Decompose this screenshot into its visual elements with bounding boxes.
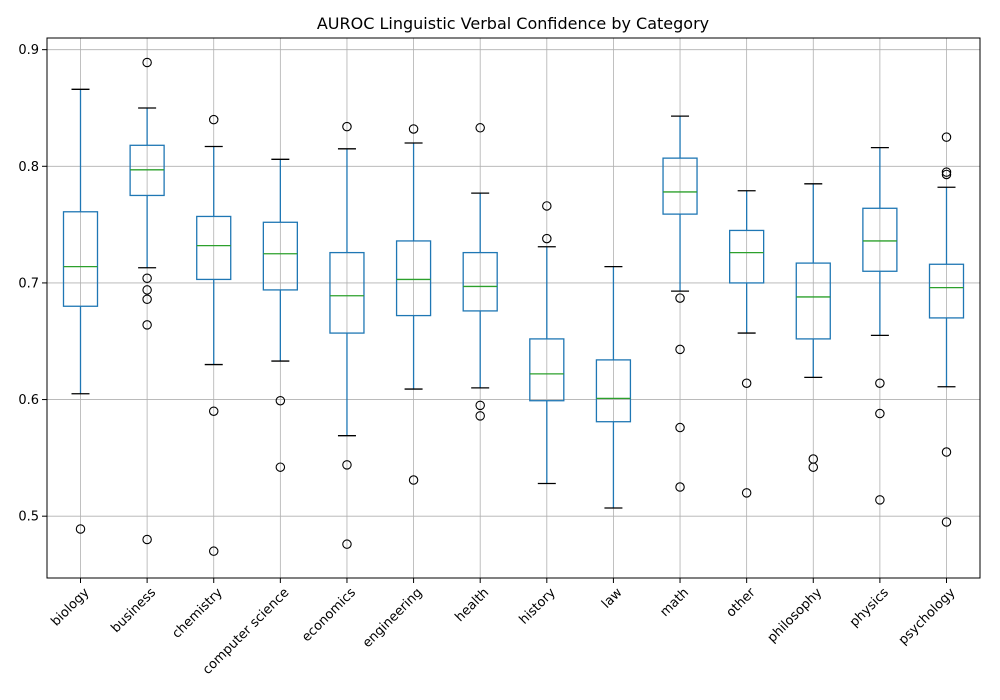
x-tick-label: math xyxy=(657,585,692,620)
iqr-box xyxy=(595,359,632,423)
outlier-point xyxy=(275,395,286,406)
box-group xyxy=(595,265,632,509)
outlier-point xyxy=(475,123,485,133)
y-tick-label: 0.7 xyxy=(18,276,39,291)
outlier-point xyxy=(675,482,685,492)
outlier-point xyxy=(208,406,219,416)
outlier-point xyxy=(675,293,685,303)
box-group xyxy=(795,183,831,472)
outlier-point xyxy=(941,132,952,142)
iqr-box xyxy=(529,338,565,402)
outlier-point xyxy=(875,495,885,505)
iqr-box xyxy=(62,211,99,307)
box-group xyxy=(529,201,565,485)
iqr-box xyxy=(196,215,232,281)
box-group xyxy=(462,123,498,421)
outlier-point xyxy=(275,462,286,472)
iqr-box xyxy=(795,262,831,340)
outlier-point xyxy=(208,114,219,125)
outlier-point xyxy=(142,294,152,305)
outlier-point xyxy=(142,273,152,284)
y-tick-label: 0.9 xyxy=(18,43,39,58)
y-tick-label: 0.8 xyxy=(18,160,39,175)
outlier-point xyxy=(542,201,552,211)
outlier-point xyxy=(475,400,485,411)
outlier-point xyxy=(808,462,819,472)
outlier-point xyxy=(342,121,352,132)
iqr-box xyxy=(729,229,765,284)
outlier-point xyxy=(342,460,352,470)
y-tick-label: 0.6 xyxy=(18,393,39,408)
outlier-point xyxy=(741,488,752,498)
grid-layer xyxy=(47,38,980,578)
outlier-point xyxy=(875,378,885,388)
x-tick-label: philosophy xyxy=(765,585,826,646)
box-group xyxy=(329,121,365,549)
box-group xyxy=(862,146,898,505)
box-layer xyxy=(62,57,965,556)
outlier-point xyxy=(342,539,352,549)
outlier-point xyxy=(408,124,419,134)
x-tick-label: other xyxy=(724,585,760,621)
x-tick-label: physics xyxy=(847,585,892,630)
x-tick-label: economics xyxy=(299,585,359,645)
iqr-box xyxy=(462,251,498,312)
x-tick-label: chemistry xyxy=(169,585,225,641)
box-group xyxy=(129,57,165,545)
y-tick-label: 0.5 xyxy=(18,510,39,525)
iqr-box xyxy=(262,221,298,291)
x-tick-label: biology xyxy=(48,585,92,629)
iqr-box xyxy=(395,240,432,317)
x-tick-label: history xyxy=(517,585,559,627)
outlier-point xyxy=(475,411,485,421)
outlier-point xyxy=(408,475,419,485)
iqr-box xyxy=(862,207,898,272)
box-group xyxy=(62,88,99,534)
box-group xyxy=(928,132,965,527)
outlier-point xyxy=(741,378,752,388)
outlier-point xyxy=(142,285,152,295)
box-group xyxy=(729,190,765,498)
outlier-point xyxy=(75,524,86,534)
box-group xyxy=(662,115,698,492)
outlier-point xyxy=(142,320,152,330)
iqr-box xyxy=(662,157,698,215)
iqr-box xyxy=(928,263,965,319)
outlier-point xyxy=(941,169,952,180)
outlier-point xyxy=(675,422,685,433)
outlier-point xyxy=(941,167,952,177)
outlier-point xyxy=(941,447,952,457)
plot-frame xyxy=(46,37,981,579)
box-group xyxy=(395,124,432,485)
x-tick-label: business xyxy=(108,585,159,636)
x-tick-label: health xyxy=(453,585,493,625)
x-tick-label: psychology xyxy=(896,585,959,648)
outlier-point xyxy=(941,517,952,527)
outlier-point xyxy=(208,546,219,556)
outlier-point xyxy=(142,57,152,68)
x-tick-label: law xyxy=(599,585,626,612)
outlier-point xyxy=(142,534,152,545)
box-group xyxy=(196,114,232,556)
outlier-point xyxy=(542,233,552,244)
chart-title: AUROC Linguistic Verbal Confidence by Ca… xyxy=(317,14,709,33)
x-tick-label: engineering xyxy=(360,585,426,651)
iqr-box xyxy=(329,251,365,334)
outlier-point xyxy=(675,344,685,355)
box-group xyxy=(262,158,298,472)
outlier-point xyxy=(875,408,885,419)
